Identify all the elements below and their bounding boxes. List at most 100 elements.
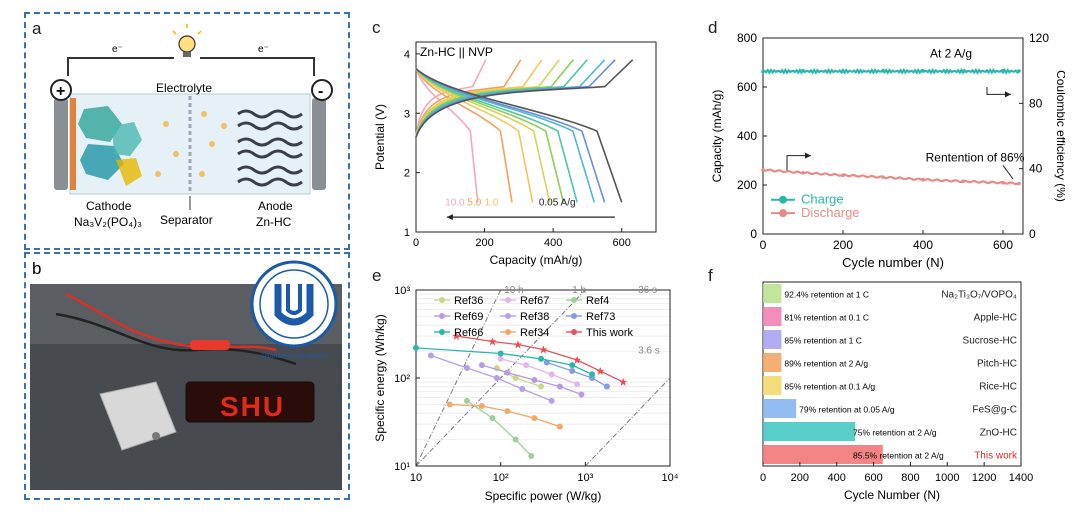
e-series-marker: [413, 344, 419, 351]
f-retention-label: 85% retention at 1 C: [784, 336, 862, 346]
e-legend-marker: [439, 297, 445, 303]
e-legend-marker: [505, 313, 511, 319]
e-series-marker: [589, 371, 596, 378]
e-series-marker: [493, 375, 500, 381]
e-series-marker: [538, 383, 545, 390]
f-material-label: Sucrose-HC: [963, 336, 1017, 347]
d-legend-label: Charge: [801, 192, 844, 207]
anode-graphite-icon: [237, 109, 303, 187]
e-series-marker: [478, 403, 485, 410]
minus-terminal-icon: [311, 79, 333, 101]
c-charge-curve: [415, 59, 616, 138]
electrolyte-ions-icon: [155, 111, 227, 177]
c-xtick-label: 600: [613, 237, 631, 249]
led-panel: [185, 381, 315, 423]
e-series-marker: [569, 368, 576, 375]
e-series-marker: [512, 436, 519, 443]
c-xtick-label: 400: [544, 237, 562, 249]
e-series-marker: [573, 356, 582, 365]
cathode-terminal: [54, 98, 68, 190]
e-series-marker: [463, 364, 470, 371]
e-legend-marker: [439, 329, 445, 335]
d-ytick-label: 400: [737, 129, 757, 143]
e-series-line: [415, 347, 593, 375]
d-ytick-right-label: 80: [1029, 96, 1043, 110]
f-retention-label: 81% retention at 0.1 C: [784, 313, 869, 323]
e-time-label: 1 h: [572, 285, 586, 296]
e-time-label: 3.6 s: [638, 345, 660, 356]
c-rate-arrow-head: [446, 214, 453, 221]
e-series-marker: [543, 359, 550, 366]
f-bar: [763, 330, 782, 349]
d-retention-annotation: Rentention of 86%: [926, 151, 1025, 165]
e-series-marker: [556, 383, 563, 390]
f-material-label: FeS@g-C: [972, 405, 1017, 416]
d-charge-point: [841, 69, 845, 73]
d-ylabel-right: Coulombic efficiency (%): [1054, 70, 1065, 202]
lightbulb-icon: [172, 24, 202, 57]
e-series-marker: [463, 397, 470, 404]
e-xtick-label: 10³: [577, 472, 593, 484]
e-series-marker: [548, 397, 555, 404]
panel-label-f: f: [708, 266, 713, 285]
c-ylabel: Potential (V): [373, 104, 387, 170]
f-xtick-label: 600: [864, 472, 882, 484]
cathode-crystal-icon: [78, 106, 142, 186]
c-xtick-label: 200: [475, 237, 493, 249]
anode-terminal: [312, 98, 326, 190]
f-xtick-label: 1200: [972, 472, 996, 484]
e-series-marker: [538, 355, 545, 362]
panel-label-e: e: [372, 266, 382, 285]
c-discharge-curve: [415, 68, 623, 203]
d-xtick-label: 600: [993, 238, 1013, 252]
f-xtick-label: 0: [760, 472, 766, 484]
d-rate-annotation: At 2 A/g: [930, 47, 972, 61]
d-xtick-label: 200: [833, 238, 853, 252]
c-rate-label: 1.0: [485, 197, 499, 208]
d-ytick-right-label: 120: [1029, 31, 1049, 45]
anode-material-label: Zn-HC: [256, 215, 292, 229]
panel-b-frame: [24, 252, 350, 500]
d-discharge-point: [961, 179, 965, 184]
f-retention-label: 75% retention at 2 A/g: [853, 428, 937, 438]
e-series-marker: [531, 415, 538, 422]
f-material-label: Pitch-HC: [977, 359, 1017, 370]
e-series-marker: [452, 332, 461, 341]
d-charge-point: [1001, 68, 1005, 73]
e-series-marker: [446, 401, 453, 408]
electron-left-label: e⁻: [112, 44, 123, 55]
f-axes-frame: [762, 281, 1022, 467]
e-time-line: [415, 289, 502, 467]
e-series-marker: [596, 367, 605, 376]
cathode-plate: [70, 98, 76, 190]
f-material-label: Na₂Ti₃O₇/VOPO₄: [941, 290, 1017, 301]
d-right-axis-arrow-head: [1005, 91, 1011, 98]
e-xtick-label: 10: [410, 472, 422, 484]
e-series-marker: [619, 378, 628, 387]
e-ytick-label: 10³: [394, 285, 410, 297]
d-ytick-label: 600: [737, 80, 757, 94]
anode-label: Anode: [258, 199, 293, 213]
e-series-marker: [603, 383, 610, 390]
e-series-line: [546, 361, 608, 388]
c-ytick-label: 3: [404, 108, 410, 120]
f-xlabel: Cycle Number (N): [844, 488, 940, 502]
d-charge-point: [961, 69, 965, 74]
d-discharge-series: [762, 168, 1020, 186]
f-xtick-label: 200: [791, 472, 809, 484]
e-legend-label: Ref67: [520, 295, 549, 307]
e-time-line: [584, 377, 671, 467]
f-bar: [763, 307, 782, 326]
e-series-marker: [497, 350, 504, 357]
chart-c: 0 200 400 600 1 2 3 4 Capacity (mAh/g) Potential …: [373, 41, 657, 267]
f-bar: [763, 284, 782, 303]
e-series-marker: [489, 415, 496, 422]
d-right-axis-arrow: [986, 87, 1011, 95]
e-legend-marker: [439, 313, 445, 319]
c-charge-curve: [415, 59, 634, 138]
f-bar: [763, 376, 782, 395]
e-series-line: [466, 400, 532, 457]
cathode-label: Cathode: [86, 199, 132, 213]
d-charge-point: [921, 68, 925, 73]
e-series-marker: [513, 340, 522, 349]
